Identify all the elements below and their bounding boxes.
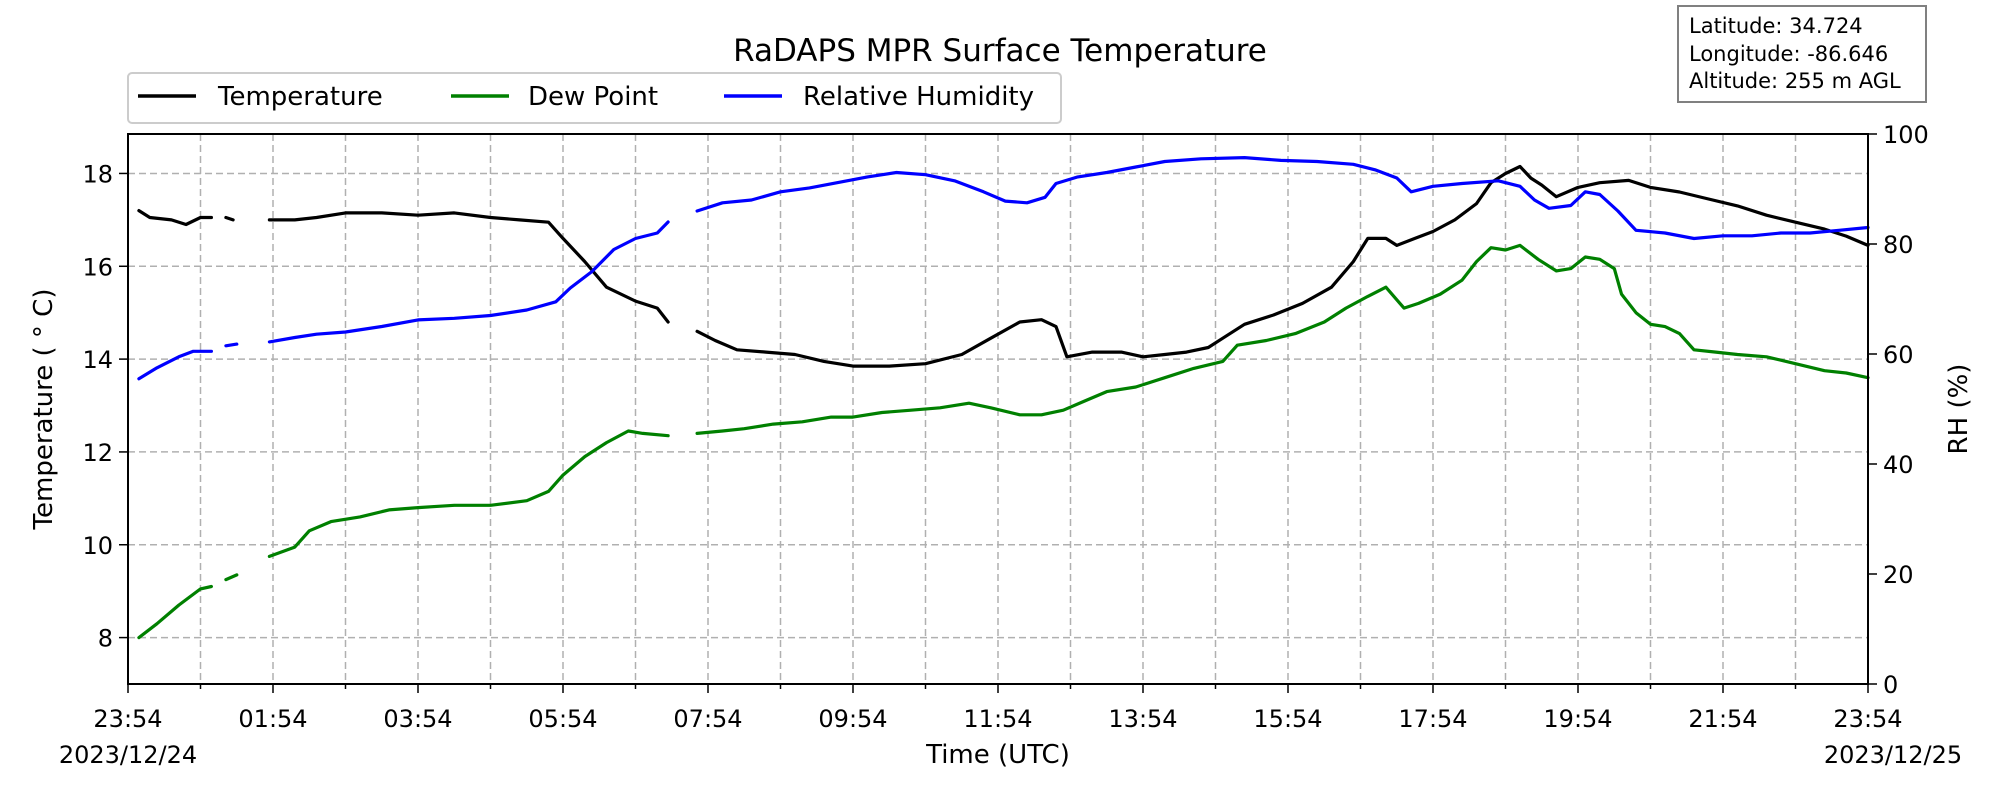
series-line-temperature (137, 209, 213, 227)
series-line-dew-point (695, 243, 1870, 435)
info-latitude: Latitude: 34.724 (1689, 14, 1863, 38)
x-tick-label: 05:54 (528, 705, 597, 733)
y-tick-label: 18 (82, 160, 113, 188)
y-tick-label: 12 (82, 439, 113, 467)
legend-label-relative-humidity: Relative Humidity (803, 82, 1034, 112)
x-tick-label: 23:54 (1833, 705, 1902, 733)
series-line-relative-humidity (695, 156, 1870, 241)
y2-tick-label: 40 (1883, 451, 1914, 479)
y2-tick-label: 0 (1883, 671, 1898, 699)
series-line-temperature (224, 215, 235, 222)
x-tick-label: 07:54 (673, 705, 742, 733)
series-line-relative-humidity (224, 342, 239, 348)
date-end-label: 2023/12/25 (1824, 741, 1962, 769)
date-start-label: 2023/12/24 (59, 741, 197, 769)
info-altitude: Altitude: 255 m AGL (1689, 69, 1901, 93)
plot-series (137, 156, 1870, 640)
series-line-dew-point (267, 429, 670, 558)
info-box: Latitude: 34.724 Longitude: -86.646 Alti… (1677, 5, 1927, 103)
x-tick-label: 17:54 (1398, 705, 1467, 733)
info-box-frame (1677, 5, 1927, 103)
legend: Temperature Dew Point Relative Humidity (127, 72, 1062, 124)
series-line-relative-humidity (267, 220, 670, 344)
grid (128, 134, 1868, 684)
x-tick-label: 21:54 (1688, 705, 1757, 733)
y-axis-ticks: 8 10 12 14 16 18 (82, 160, 128, 653)
x-tick-label: 03:54 (383, 705, 452, 733)
legend-box (127, 72, 1062, 124)
x-tick-label: 23:54 (93, 705, 162, 733)
x-tick-label: 19:54 (1543, 705, 1612, 733)
series-line-temperature (695, 164, 1870, 368)
legend-label-dew-point: Dew Point (528, 82, 658, 112)
series-line-relative-humidity (137, 349, 213, 381)
x-tick-label: 09:54 (818, 705, 887, 733)
y2-axis-ticks: 0 20 40 60 80 100 (1868, 121, 1929, 699)
series-line-temperature (267, 211, 670, 324)
y2-tick-label: 60 (1883, 341, 1914, 369)
chart-title: RaDAPS MPR Surface Temperature (733, 33, 1267, 69)
y2-tick-label: 100 (1883, 121, 1929, 149)
y2-tick-label: 20 (1883, 561, 1914, 589)
x-tick-label: 13:54 (1108, 705, 1177, 733)
y-tick-label: 10 (82, 532, 113, 560)
y2-axis-label: RH (%) (1944, 364, 1974, 455)
x-axis-ticks: 23:54 01:54 03:54 05:54 07:54 09:54 11:54 13:54… (93, 684, 1903, 733)
x-tick-label: 01:54 (238, 705, 307, 733)
series-line-dew-point (224, 573, 239, 582)
x-axis-label: Time (UTC) (925, 740, 1070, 770)
y-tick-label: 16 (82, 253, 113, 281)
x-tick-label: 15:54 (1253, 705, 1322, 733)
legend-label-temperature: Temperature (217, 82, 383, 112)
y-tick-label: 14 (82, 346, 113, 374)
x-tick-label: 11:54 (963, 705, 1032, 733)
info-longitude: Longitude: -86.646 (1689, 42, 1888, 66)
series-line-dew-point (137, 584, 213, 640)
y-tick-label: 8 (98, 625, 113, 653)
y-axis-label: Temperature ( ° C) (29, 289, 59, 531)
y2-tick-label: 80 (1883, 231, 1914, 259)
